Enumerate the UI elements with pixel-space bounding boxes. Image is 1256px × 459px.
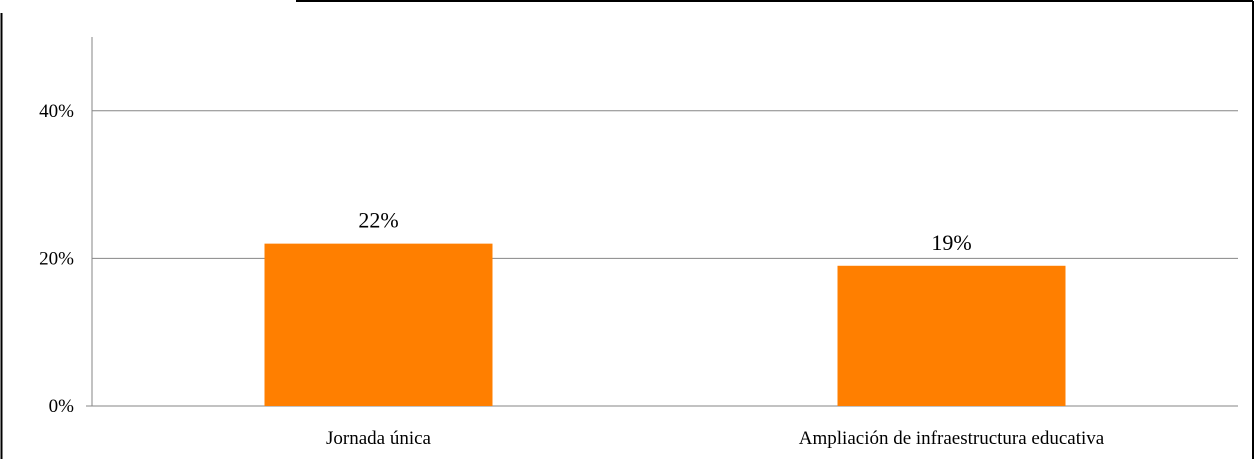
data-labels: 22% 19% bbox=[358, 208, 971, 255]
category-labels: Jornada única Ampliación de infraestructu… bbox=[326, 428, 1105, 449]
category-label: Jornada única bbox=[326, 428, 432, 449]
bar bbox=[837, 265, 1066, 406]
bars bbox=[264, 243, 1066, 406]
y-tick-label: 0% bbox=[49, 396, 75, 417]
y-tick-label: 20% bbox=[39, 248, 74, 269]
data-label: 22% bbox=[358, 208, 398, 233]
data-label: 19% bbox=[931, 230, 971, 255]
bar bbox=[264, 243, 493, 406]
gridlines bbox=[92, 110, 1238, 259]
category-label: Ampliación de infraestructura educativa bbox=[799, 428, 1105, 449]
y-tick-labels: 0% 20% 40% bbox=[39, 101, 74, 417]
y-tick-label: 40% bbox=[39, 101, 74, 122]
